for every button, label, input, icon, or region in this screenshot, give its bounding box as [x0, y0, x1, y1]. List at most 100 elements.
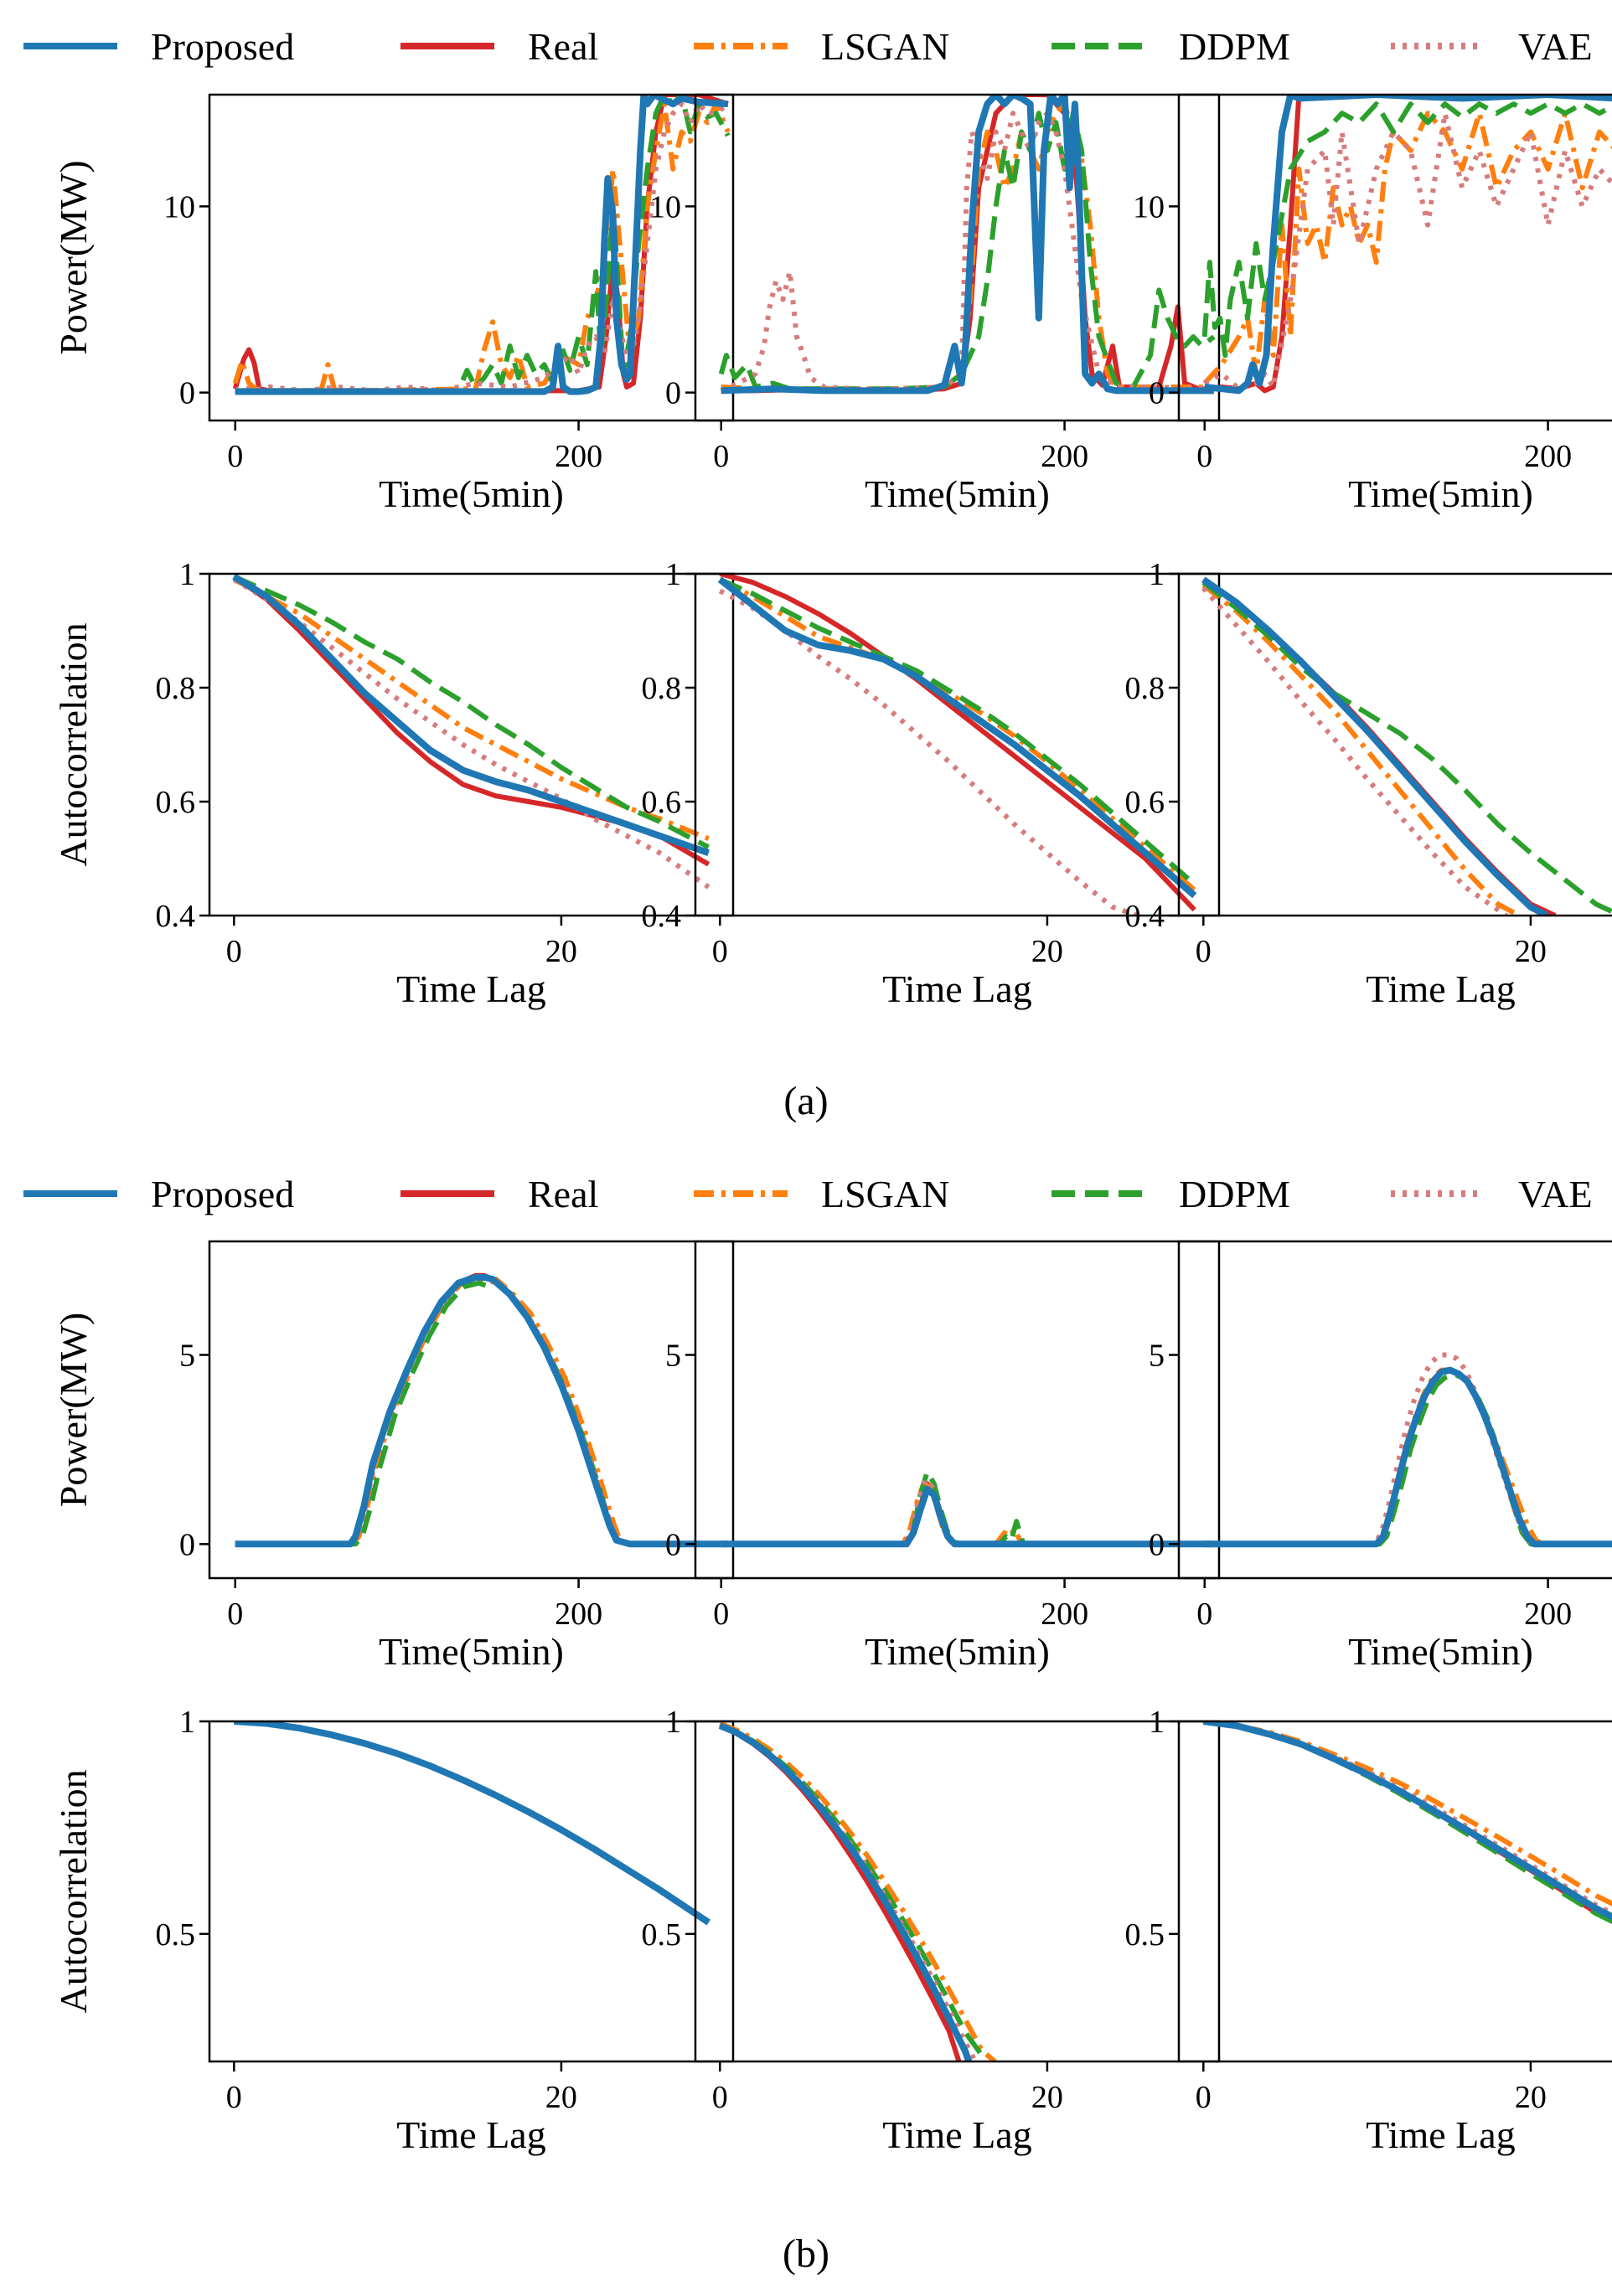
x-tick-label: 200 — [1041, 1597, 1088, 1632]
plot-frame — [694, 1240, 1221, 1580]
series-line-real — [1204, 1367, 1612, 1547]
plot-frame — [1177, 93, 1612, 422]
x-tick-label: 0 — [1196, 1597, 1212, 1632]
y-tick-label: 5 — [179, 1339, 195, 1374]
plot-frame — [1177, 1240, 1612, 1580]
series-line-proposed — [721, 95, 1214, 395]
series-line-lsgan — [718, 577, 1196, 892]
panel-b-acf-1: 0 20 0.5 1 Time Lag Autocorrelation — [52, 1705, 735, 2156]
series-line-ddpm — [1201, 101, 1612, 359]
plot-frame — [208, 93, 735, 422]
x-axis-label: Time(5min) — [865, 472, 1050, 515]
legend-label-real: Real — [528, 25, 598, 68]
y-tick-label: 1 — [1149, 1705, 1165, 1740]
y-tick-label: 0 — [1149, 376, 1165, 411]
legend-label-real: Real — [528, 1173, 598, 1215]
panel-b-acf-2: 0 20 0.5 1 Time Lag — [642, 1705, 1221, 2156]
y-tick-label: 0 — [179, 1527, 195, 1562]
series-line-real — [719, 1723, 962, 2061]
series-line-real — [721, 1481, 1214, 1547]
y-tick-label: 0.5 — [642, 1917, 682, 1953]
series-line-lsgan — [235, 1277, 728, 1547]
x-tick-label: 0 — [713, 439, 729, 474]
series-line-lsgan — [1202, 1721, 1612, 1906]
x-tick-label: 0 — [713, 1597, 729, 1632]
series-line-vae — [235, 1272, 728, 1547]
y-axis-label: Autocorrelation — [52, 622, 95, 866]
x-tick-label: 200 — [1524, 1597, 1572, 1632]
series-line-proposed — [232, 574, 710, 856]
plot-frame — [694, 572, 1221, 917]
x-axis-label: Time(5min) — [379, 1630, 564, 1673]
x-tick-label: 20 — [545, 2080, 577, 2115]
y-tick-label: 10 — [649, 189, 681, 224]
x-tick-label: 200 — [1524, 439, 1572, 474]
legend-label-vae: VAE — [1518, 25, 1593, 68]
series-line-vae — [234, 101, 730, 394]
subfigure-caption: (a) — [783, 1079, 828, 1123]
x-tick-label: 0 — [227, 1597, 243, 1632]
y-tick-label: 0.8 — [156, 671, 196, 706]
panel-a-power-1: 0 200 0 10 Time(5min) Power(MW) — [52, 93, 735, 515]
series-line-real — [719, 574, 1196, 912]
y-tick-label: 0 — [665, 376, 681, 411]
legend: Proposed Real LSGAN DDPM VAE — [23, 25, 1593, 68]
x-axis-label: Time(5min) — [1348, 1630, 1533, 1673]
series-line-ddpm — [234, 1721, 710, 1925]
y-tick-label: 5 — [665, 1339, 681, 1374]
series-line-real — [235, 1272, 728, 1547]
y-tick-label: 10 — [163, 189, 195, 224]
series-line-proposed — [1202, 1721, 1612, 1921]
x-axis-label: Time Lag — [396, 967, 545, 1010]
y-tick-label: 1 — [665, 1705, 681, 1740]
series-line-vae — [1201, 586, 1508, 916]
y-tick-label: 1 — [1149, 557, 1165, 592]
y-tick-label: 0 — [1149, 1527, 1165, 1562]
x-axis-label: Time Lag — [882, 967, 1031, 1010]
y-tick-label: 0.5 — [1125, 1917, 1165, 1953]
x-tick-label: 20 — [1031, 2080, 1063, 2115]
x-tick-label: 0 — [1196, 2080, 1212, 2115]
series-line-ddpm — [1202, 1721, 1612, 1925]
x-tick-label: 0 — [226, 934, 242, 969]
y-tick-label: 0.4 — [156, 899, 196, 934]
x-tick-label: 20 — [545, 934, 577, 969]
x-tick-label: 20 — [1515, 2080, 1547, 2115]
series-line-ddpm — [1204, 1371, 1612, 1547]
series-line-ddpm — [235, 1280, 728, 1547]
legend-label-ddpm: DDPM — [1179, 1173, 1290, 1215]
y-tick-label: 0.6 — [642, 785, 682, 820]
series-line-vae — [1203, 111, 1612, 392]
series-line-proposed — [234, 1721, 710, 1926]
x-tick-label: 200 — [1041, 439, 1088, 474]
x-axis-label: Time Lag — [882, 2113, 1031, 2156]
y-axis-label: Autocorrelation — [52, 1769, 95, 2013]
series-line-ddpm — [235, 95, 731, 394]
y-tick-label: 1 — [179, 557, 195, 592]
series-line-vae — [1202, 1721, 1612, 1917]
panel-a-acf-2: 0 20 0.4 0.6 0.8 1 Time Lag — [642, 557, 1221, 1010]
x-tick-label: 0 — [712, 934, 728, 969]
series-line-vae — [720, 111, 1214, 394]
series-line-vae — [718, 588, 1139, 916]
legend-label-proposed: Proposed — [151, 25, 294, 68]
x-tick-label: 200 — [555, 439, 602, 474]
y-tick-label: 0 — [179, 376, 195, 411]
x-tick-label: 200 — [555, 1597, 602, 1632]
panel-a-acf-3: 0 20 0.4 0.6 0.8 1 Time Lag — [1125, 557, 1612, 1010]
panel-b-acf-3: 0 20 0.5 1 Time Lag — [1125, 1705, 1612, 2156]
y-tick-label: 0.6 — [156, 785, 196, 820]
x-axis-label: Time Lag — [1366, 2113, 1515, 2156]
series-line-vae — [232, 577, 710, 890]
panel-b-power-3: 0 200 0 5 Time(5min) — [1149, 1240, 1612, 1673]
x-axis-label: Time Lag — [396, 2113, 545, 2156]
plot-frame — [694, 1720, 1221, 2063]
legend-label-ddpm: DDPM — [1179, 25, 1290, 68]
series-line-proposed — [1204, 1366, 1612, 1548]
x-axis-label: Time Lag — [1366, 967, 1515, 1010]
plot-frame — [1177, 572, 1612, 917]
legend: Proposed Real LSGAN DDPM VAE — [23, 1173, 1593, 1215]
legend-label-lsgan: LSGAN — [821, 1173, 949, 1215]
panel-a-acf-1: 0 20 0.4 0.6 0.8 1 Time Lag Autocorrelation — [52, 557, 735, 1010]
x-tick-label: 0 — [1196, 934, 1212, 969]
